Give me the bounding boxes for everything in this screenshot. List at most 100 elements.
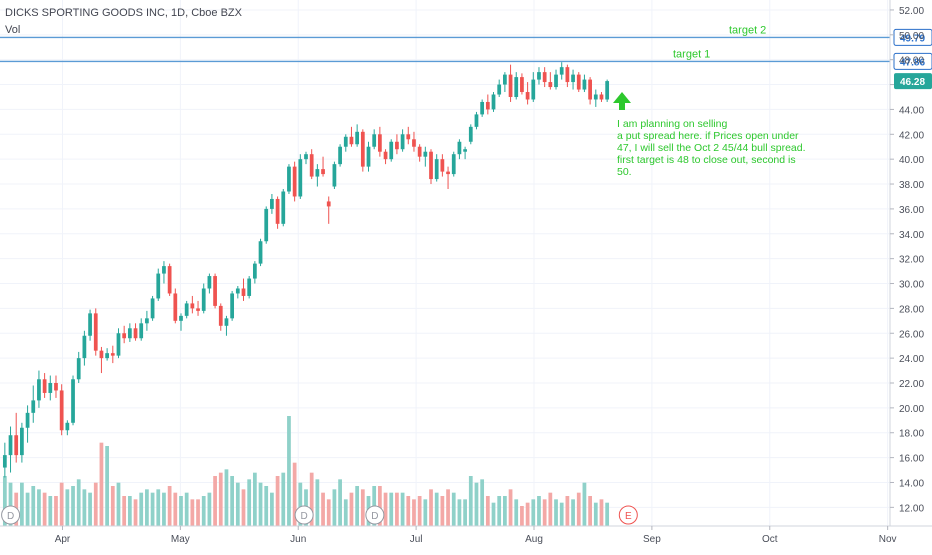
- up-arrow-shape: [613, 92, 631, 110]
- candle-body: [355, 131, 360, 145]
- candle-body: [576, 74, 581, 90]
- volume-bar: [508, 489, 513, 526]
- candle-body: [196, 308, 200, 311]
- volume-bar: [309, 472, 314, 526]
- candle-body: [542, 72, 547, 83]
- candle-body: [372, 134, 377, 147]
- time-axis[interactable]: Apr May Jun Jul Aug Sep Oct Nov: [0, 525, 932, 545]
- candle-body: [218, 305, 223, 326]
- x-tick-label: Nov: [879, 534, 897, 545]
- last-price-label: 46.28: [900, 77, 925, 88]
- volume-bar: [400, 492, 405, 526]
- volume-bar: [412, 499, 416, 526]
- target-line-label: target 1: [673, 48, 710, 60]
- volume-bar: [417, 496, 422, 526]
- volume-bar: [8, 482, 13, 526]
- price-axis[interactable]: 12.00 14.00 16.00 18.00 20.00 22.00 24.00 26.00…: [889, 0, 932, 526]
- volume-bar: [235, 482, 240, 526]
- volume-bar: [548, 492, 553, 526]
- chart-header: DICKS SPORTING GOODS INC, 1D, Cboe BZX V…: [5, 6, 242, 37]
- volume-bar: [332, 489, 337, 526]
- y-tick-label: 50.00: [899, 31, 924, 42]
- volume-bar: [565, 496, 570, 526]
- y-tick-label: 26.00: [899, 329, 924, 340]
- candle-body: [162, 266, 166, 274]
- volume-bar: [65, 489, 70, 526]
- volume-bar: [559, 502, 564, 526]
- volume-bar: [71, 486, 75, 526]
- volume-bar: [292, 462, 297, 526]
- candle-body: [270, 198, 274, 209]
- volume-bar: [127, 496, 132, 526]
- volume-bar: [270, 492, 274, 526]
- candle-body: [571, 74, 575, 83]
- candle-body: [406, 134, 411, 140]
- volume-bar: [537, 496, 541, 526]
- y-tick-label: 44.00: [899, 105, 924, 116]
- candle-body: [105, 353, 109, 359]
- candle-layer: [2, 62, 610, 478]
- volume-bar: [93, 482, 98, 526]
- earnings-marker: [618, 505, 638, 525]
- candle-body: [332, 164, 337, 187]
- annotation-note[interactable]: I am planning on selling a put spread he…: [617, 118, 806, 178]
- candle-body: [201, 288, 206, 311]
- y-tick-label: 14.00: [899, 478, 924, 489]
- volume-bar: [593, 502, 598, 526]
- candle-body: [429, 151, 433, 180]
- candle-body: [127, 328, 132, 339]
- dividend-marker: [365, 505, 385, 525]
- x-tick-label: Aug: [525, 534, 543, 545]
- volume-bar: [554, 499, 558, 526]
- candle-body: [548, 82, 553, 88]
- candle-body: [514, 77, 519, 97]
- candle-body: [184, 303, 189, 316]
- x-tick-label: May: [171, 534, 190, 545]
- x-tick-label: Jul: [410, 534, 423, 545]
- target-lines-layer[interactable]: target 2 49.79 target 1 47.86: [0, 24, 932, 70]
- volume-bar: [457, 499, 462, 526]
- price-tag: [893, 52, 932, 70]
- y-tick-label: 36.00: [899, 205, 924, 216]
- dividend-marker-label: D: [371, 511, 378, 522]
- candle-body: [593, 94, 598, 100]
- candle-body: [2, 455, 7, 468]
- volume-bar: [605, 502, 610, 526]
- candle-body: [59, 390, 64, 431]
- grid-layer: [0, 0, 890, 526]
- volume-bar: [116, 482, 121, 526]
- candle-body: [389, 141, 394, 160]
- candle-body: [525, 92, 530, 100]
- volume-bar: [31, 486, 36, 526]
- candle-body: [338, 146, 342, 165]
- volume-bar: [230, 476, 235, 526]
- candle-body: [167, 266, 172, 294]
- dividend-marker-label: D: [7, 511, 14, 522]
- volume-bar: [576, 492, 581, 526]
- candle-body: [99, 350, 104, 359]
- y-tick-label: 24.00: [899, 354, 924, 365]
- candle-body: [349, 136, 354, 145]
- volume-bar: [196, 499, 200, 526]
- volume-bar: [275, 476, 280, 526]
- candle-body: [412, 139, 416, 147]
- candle-body: [190, 303, 195, 309]
- candle-body: [247, 278, 252, 296]
- volume-bar: [133, 499, 138, 526]
- candle-body: [258, 241, 263, 264]
- volume-bar: [184, 492, 189, 526]
- candle-body: [497, 84, 502, 95]
- volume-bar: [264, 486, 269, 526]
- volume-bar: [395, 492, 399, 526]
- x-tick-label: Apr: [55, 534, 71, 545]
- price-tag: [893, 28, 932, 46]
- candle-body: [559, 67, 564, 75]
- candle-body: [264, 208, 269, 242]
- volume-bar: [122, 496, 127, 526]
- volume-bar: [571, 499, 575, 526]
- volume-bar: [287, 416, 291, 526]
- volume-bar: [20, 482, 24, 526]
